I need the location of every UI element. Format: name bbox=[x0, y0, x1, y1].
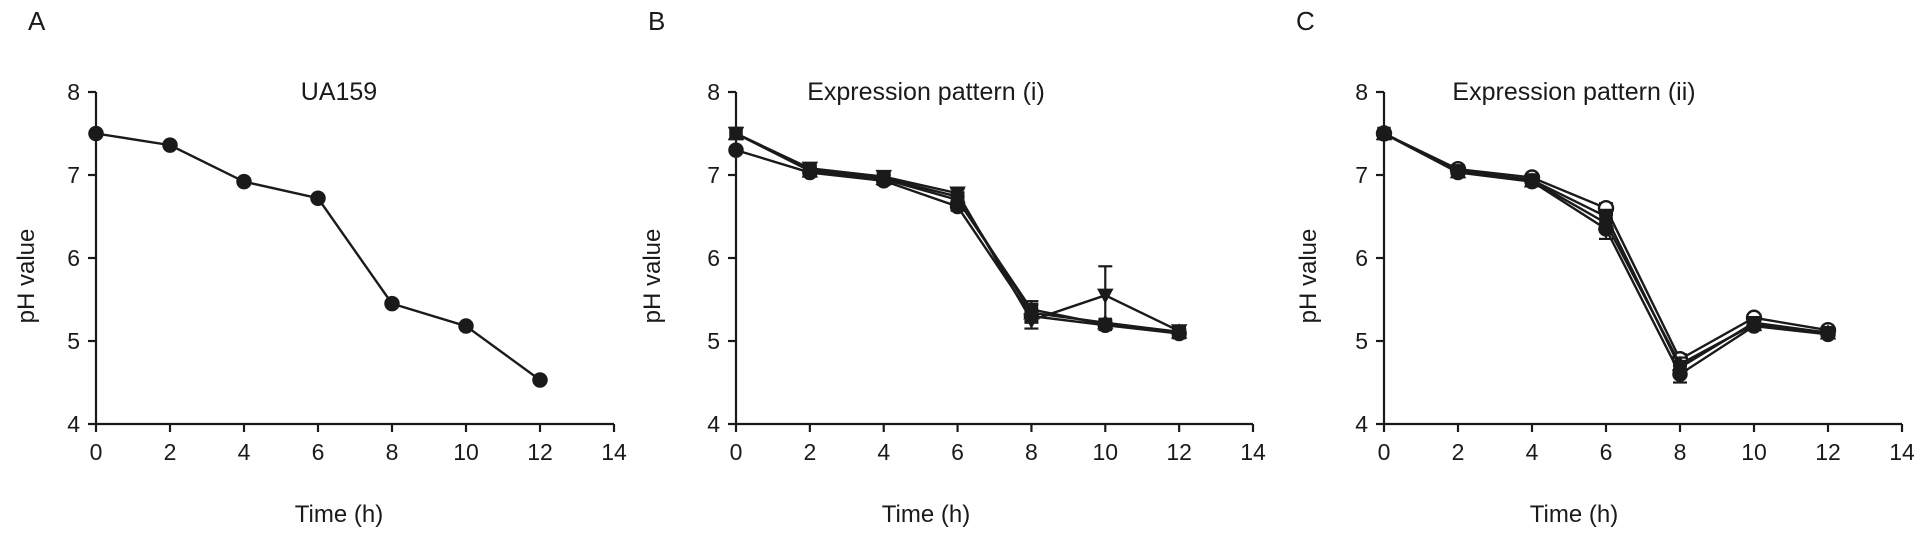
data-point-circle bbox=[532, 372, 548, 388]
series-line bbox=[95, 132, 541, 381]
y-axis-label: pH value bbox=[639, 229, 666, 324]
y-tick-label: 6 bbox=[707, 245, 720, 271]
x-tick-label: 2 bbox=[803, 439, 816, 465]
x-tick-label: 10 bbox=[453, 439, 479, 465]
series-line bbox=[735, 132, 1180, 334]
data-point-triangle-up bbox=[1745, 315, 1763, 332]
panel-a: A UA159 pH value Time (h) 0 2 4 6 8 10 12 14 4 5 6… bbox=[13, 6, 627, 528]
x-tick-label: 0 bbox=[730, 439, 743, 465]
data-point-triangle-up bbox=[1597, 214, 1615, 230]
x-tick-label: 14 bbox=[601, 439, 627, 465]
y-tick-label: 5 bbox=[1355, 328, 1368, 354]
x-tick-label: 4 bbox=[238, 439, 251, 465]
series-line bbox=[735, 148, 1180, 335]
x-tick-label: 8 bbox=[1674, 439, 1687, 465]
y-tick-label: 4 bbox=[1355, 411, 1368, 437]
data-point-circle bbox=[236, 173, 252, 190]
data-point-triangle-up bbox=[1523, 172, 1541, 188]
data-point-circle bbox=[88, 125, 104, 142]
y-tick-label: 8 bbox=[707, 79, 720, 105]
x-axis-label: Time (h) bbox=[295, 501, 383, 528]
panel-letter: B bbox=[648, 6, 665, 36]
x-tick-label: 0 bbox=[90, 439, 103, 465]
data-point-triangle-up bbox=[1023, 304, 1040, 320]
y-tick-label: 6 bbox=[1355, 245, 1368, 271]
y-tick-label: 8 bbox=[67, 79, 80, 105]
data-point-triangle-up bbox=[801, 162, 819, 178]
x-tick-label: 6 bbox=[1600, 439, 1613, 465]
x-tick-label: 2 bbox=[1452, 439, 1465, 465]
x-tick-label: 6 bbox=[312, 439, 325, 465]
x-tick-label: 12 bbox=[1815, 439, 1841, 465]
x-tick-label: 8 bbox=[1025, 439, 1038, 465]
x-tick-label: 12 bbox=[1166, 439, 1192, 465]
y-tick-label: 7 bbox=[1355, 162, 1368, 188]
y-axis-label: pH value bbox=[13, 229, 40, 324]
data-point-triangle-up bbox=[1375, 124, 1393, 141]
data-point-triangle-down bbox=[1097, 288, 1114, 304]
x-axis-label: Time (h) bbox=[1530, 501, 1618, 528]
x-tick-label: 6 bbox=[951, 439, 964, 465]
chart-title: Expression pattern (i) bbox=[807, 78, 1045, 106]
x-tick-label: 8 bbox=[386, 439, 399, 465]
data-point-triangle-up bbox=[1449, 163, 1467, 179]
y-tick-label: 4 bbox=[707, 411, 720, 437]
chart-title: UA159 bbox=[301, 78, 377, 106]
panel-b: B Expression pattern (i) pH value Time (… bbox=[639, 6, 1266, 528]
x-tick-label: 10 bbox=[1092, 439, 1118, 465]
x-tick-label: 10 bbox=[1741, 439, 1767, 465]
data-point-triangle-up bbox=[1671, 355, 1689, 371]
data-point-circle bbox=[384, 295, 400, 312]
data-point-circle bbox=[458, 318, 474, 334]
y-tick-label: 5 bbox=[67, 328, 80, 354]
data-point-triangle-up bbox=[1819, 324, 1837, 340]
data-point-triangle-up bbox=[1097, 314, 1114, 330]
y-axis-label: pH value bbox=[1295, 229, 1322, 324]
y-tick-label: 8 bbox=[1355, 79, 1368, 105]
data-point-triangle-up bbox=[727, 124, 745, 141]
x-tick-label: 4 bbox=[1526, 439, 1539, 465]
x-tick-label: 14 bbox=[1889, 439, 1914, 465]
x-tick-label: 0 bbox=[1378, 439, 1391, 465]
chart-title: Expression pattern (ii) bbox=[1452, 78, 1695, 106]
x-axis-label: Time (h) bbox=[882, 501, 970, 528]
panel-letter: A bbox=[28, 6, 46, 36]
y-tick-label: 5 bbox=[707, 328, 720, 354]
y-tick-label: 7 bbox=[707, 162, 720, 188]
data-point-triangle-up bbox=[949, 187, 966, 204]
data-point-circle bbox=[162, 137, 178, 153]
x-tick-label: 12 bbox=[527, 439, 553, 465]
data-point-circle bbox=[728, 142, 744, 158]
data-point-triangle-up bbox=[1170, 323, 1188, 339]
x-tick-label: 4 bbox=[877, 439, 890, 465]
x-tick-label: 14 bbox=[1240, 439, 1266, 465]
data-point-circle bbox=[310, 190, 326, 206]
data-point-triangle-up bbox=[875, 169, 892, 186]
panel-c: C Expression pattern (ii) pH value Time … bbox=[1295, 6, 1914, 528]
panel-letter: C bbox=[1296, 6, 1315, 36]
x-tick-label: 2 bbox=[164, 439, 177, 465]
series-line bbox=[735, 132, 1180, 334]
y-tick-label: 6 bbox=[67, 245, 80, 271]
y-tick-label: 7 bbox=[67, 162, 80, 188]
y-tick-label: 4 bbox=[67, 411, 80, 437]
